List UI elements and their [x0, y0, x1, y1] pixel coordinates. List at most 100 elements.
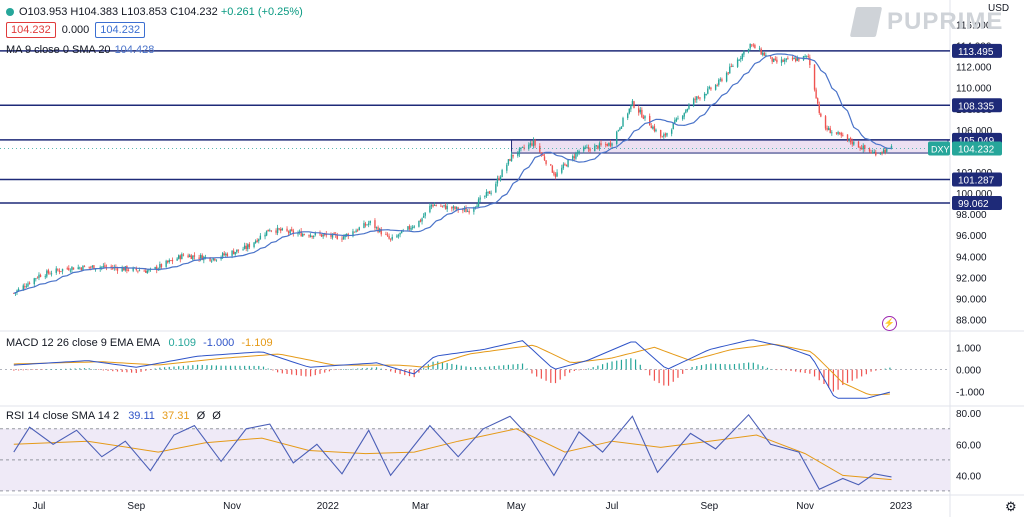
candle-body: [813, 64, 816, 90]
candle-body: [242, 249, 244, 251]
candle-body: [280, 228, 282, 231]
candle-body: [61, 268, 64, 272]
macd-histogram-bar: [752, 362, 754, 370]
settings-gear-icon[interactable]: ⚙: [1005, 499, 1017, 514]
rsi-sma-value: 37.31: [161, 410, 190, 422]
candle-body: [68, 268, 70, 271]
macd-signal-value: -1.109: [241, 337, 273, 349]
candle-body: [758, 48, 761, 50]
candle-body: [573, 156, 576, 158]
candle-body: [13, 293, 15, 294]
candle-body: [653, 126, 656, 131]
candle-body: [670, 129, 673, 134]
lightning-icon[interactable]: ⚡: [882, 316, 897, 331]
candle-body: [57, 269, 59, 271]
ma-legend[interactable]: MA 9 close 0 SMA 20 104.428: [6, 44, 154, 56]
price-tick-label: 100.000: [956, 189, 993, 200]
candle-body: [72, 267, 75, 270]
macd-histogram-bar: [277, 369, 279, 373]
candle-body: [652, 126, 654, 129]
macd-histogram-bar: [686, 369, 688, 370]
candle-body: [104, 265, 106, 268]
candle-body: [488, 191, 491, 194]
macd-histogram-bar: [55, 369, 57, 370]
candle-body: [864, 145, 866, 149]
candle-body: [308, 235, 310, 237]
candle-body: [93, 265, 95, 270]
macd-histogram-bar: [484, 366, 486, 370]
candle-body: [275, 230, 277, 233]
candle-body: [309, 235, 312, 237]
candle-body: [484, 196, 486, 197]
candle-body: [24, 286, 26, 288]
candle-body: [501, 169, 503, 178]
macd-legend[interactable]: MACD 12 26 close 9 EMA EMA 0.109 -1.000 …: [6, 337, 273, 349]
macd-histogram-bar: [328, 369, 331, 372]
candle-body: [565, 164, 568, 167]
candle-body: [747, 49, 750, 52]
macd-histogram-bar: [446, 363, 448, 370]
macd-histogram-bar: [112, 369, 114, 372]
candle-body: [609, 142, 612, 147]
macd-histogram-bar: [163, 367, 166, 370]
candle-body: [422, 216, 425, 218]
candle-body: [824, 116, 827, 129]
candle-body: [170, 260, 172, 262]
symbol-status-icon: [6, 8, 14, 17]
time-tick-label: Nov: [223, 501, 241, 512]
macd-histogram-bar: [587, 368, 590, 370]
macd-histogram-bar: [27, 369, 29, 371]
candle-body: [322, 234, 324, 237]
macd-histogram-bar: [705, 364, 707, 370]
candle-body: [479, 197, 481, 200]
macd-histogram-bar: [324, 369, 326, 373]
rsi-label: RSI 14 close SMA 14 2: [6, 410, 120, 422]
price-change: +0.261 (+0.25%): [220, 6, 303, 18]
candle-body: [506, 164, 508, 171]
candle-body: [487, 191, 489, 193]
candle-body: [33, 278, 35, 285]
macd-histogram-bar: [262, 366, 265, 370]
macd-histogram-bar: [757, 364, 759, 370]
candle-body: [223, 253, 225, 256]
currency-label[interactable]: USD: [988, 3, 1010, 14]
candle-body: [336, 235, 338, 240]
macd-histogram-bar: [352, 368, 354, 370]
macd-histogram-bar: [823, 369, 825, 384]
time-tick-label: Jul: [606, 501, 619, 512]
macd-histogram-bar: [281, 369, 283, 374]
macd-histogram-bar: [743, 363, 745, 370]
macd-histogram-bar: [479, 367, 481, 370]
macd-histogram-bar: [776, 369, 778, 371]
candle-body: [686, 108, 689, 111]
candle-body: [17, 288, 20, 292]
macd-histogram-bar: [799, 369, 802, 373]
price-tick-label: 98.000: [956, 210, 987, 221]
macd-histogram-bar: [32, 369, 34, 370]
value-boxes: 104.232 0.000 104.232: [6, 22, 151, 38]
candle-body: [269, 230, 271, 232]
macd-hist-value: 0.109: [168, 337, 197, 349]
candle-body: [697, 96, 700, 98]
macd-histogram-bar: [625, 359, 627, 370]
macd-histogram-bar: [785, 369, 787, 371]
rsi-tick-label: 40.00: [956, 471, 981, 482]
candle-body: [732, 66, 734, 68]
candle-body: [820, 113, 822, 117]
candle-body: [787, 57, 789, 59]
candle-body: [473, 207, 475, 212]
rsi-legend[interactable]: RSI 14 close SMA 14 2 39.11 37.31 Ø Ø: [6, 410, 221, 422]
candle-body: [628, 108, 630, 114]
candle-body: [884, 149, 886, 153]
candle-body: [835, 132, 838, 134]
candle-body: [804, 56, 806, 58]
candle-body: [413, 226, 415, 228]
candle-body: [842, 134, 844, 136]
candle-body: [243, 245, 246, 249]
macd-histogram-bar: [192, 365, 194, 370]
candle-body: [154, 267, 156, 269]
macd-histogram-bar: [573, 369, 575, 372]
macd-histogram-bar: [809, 369, 811, 374]
